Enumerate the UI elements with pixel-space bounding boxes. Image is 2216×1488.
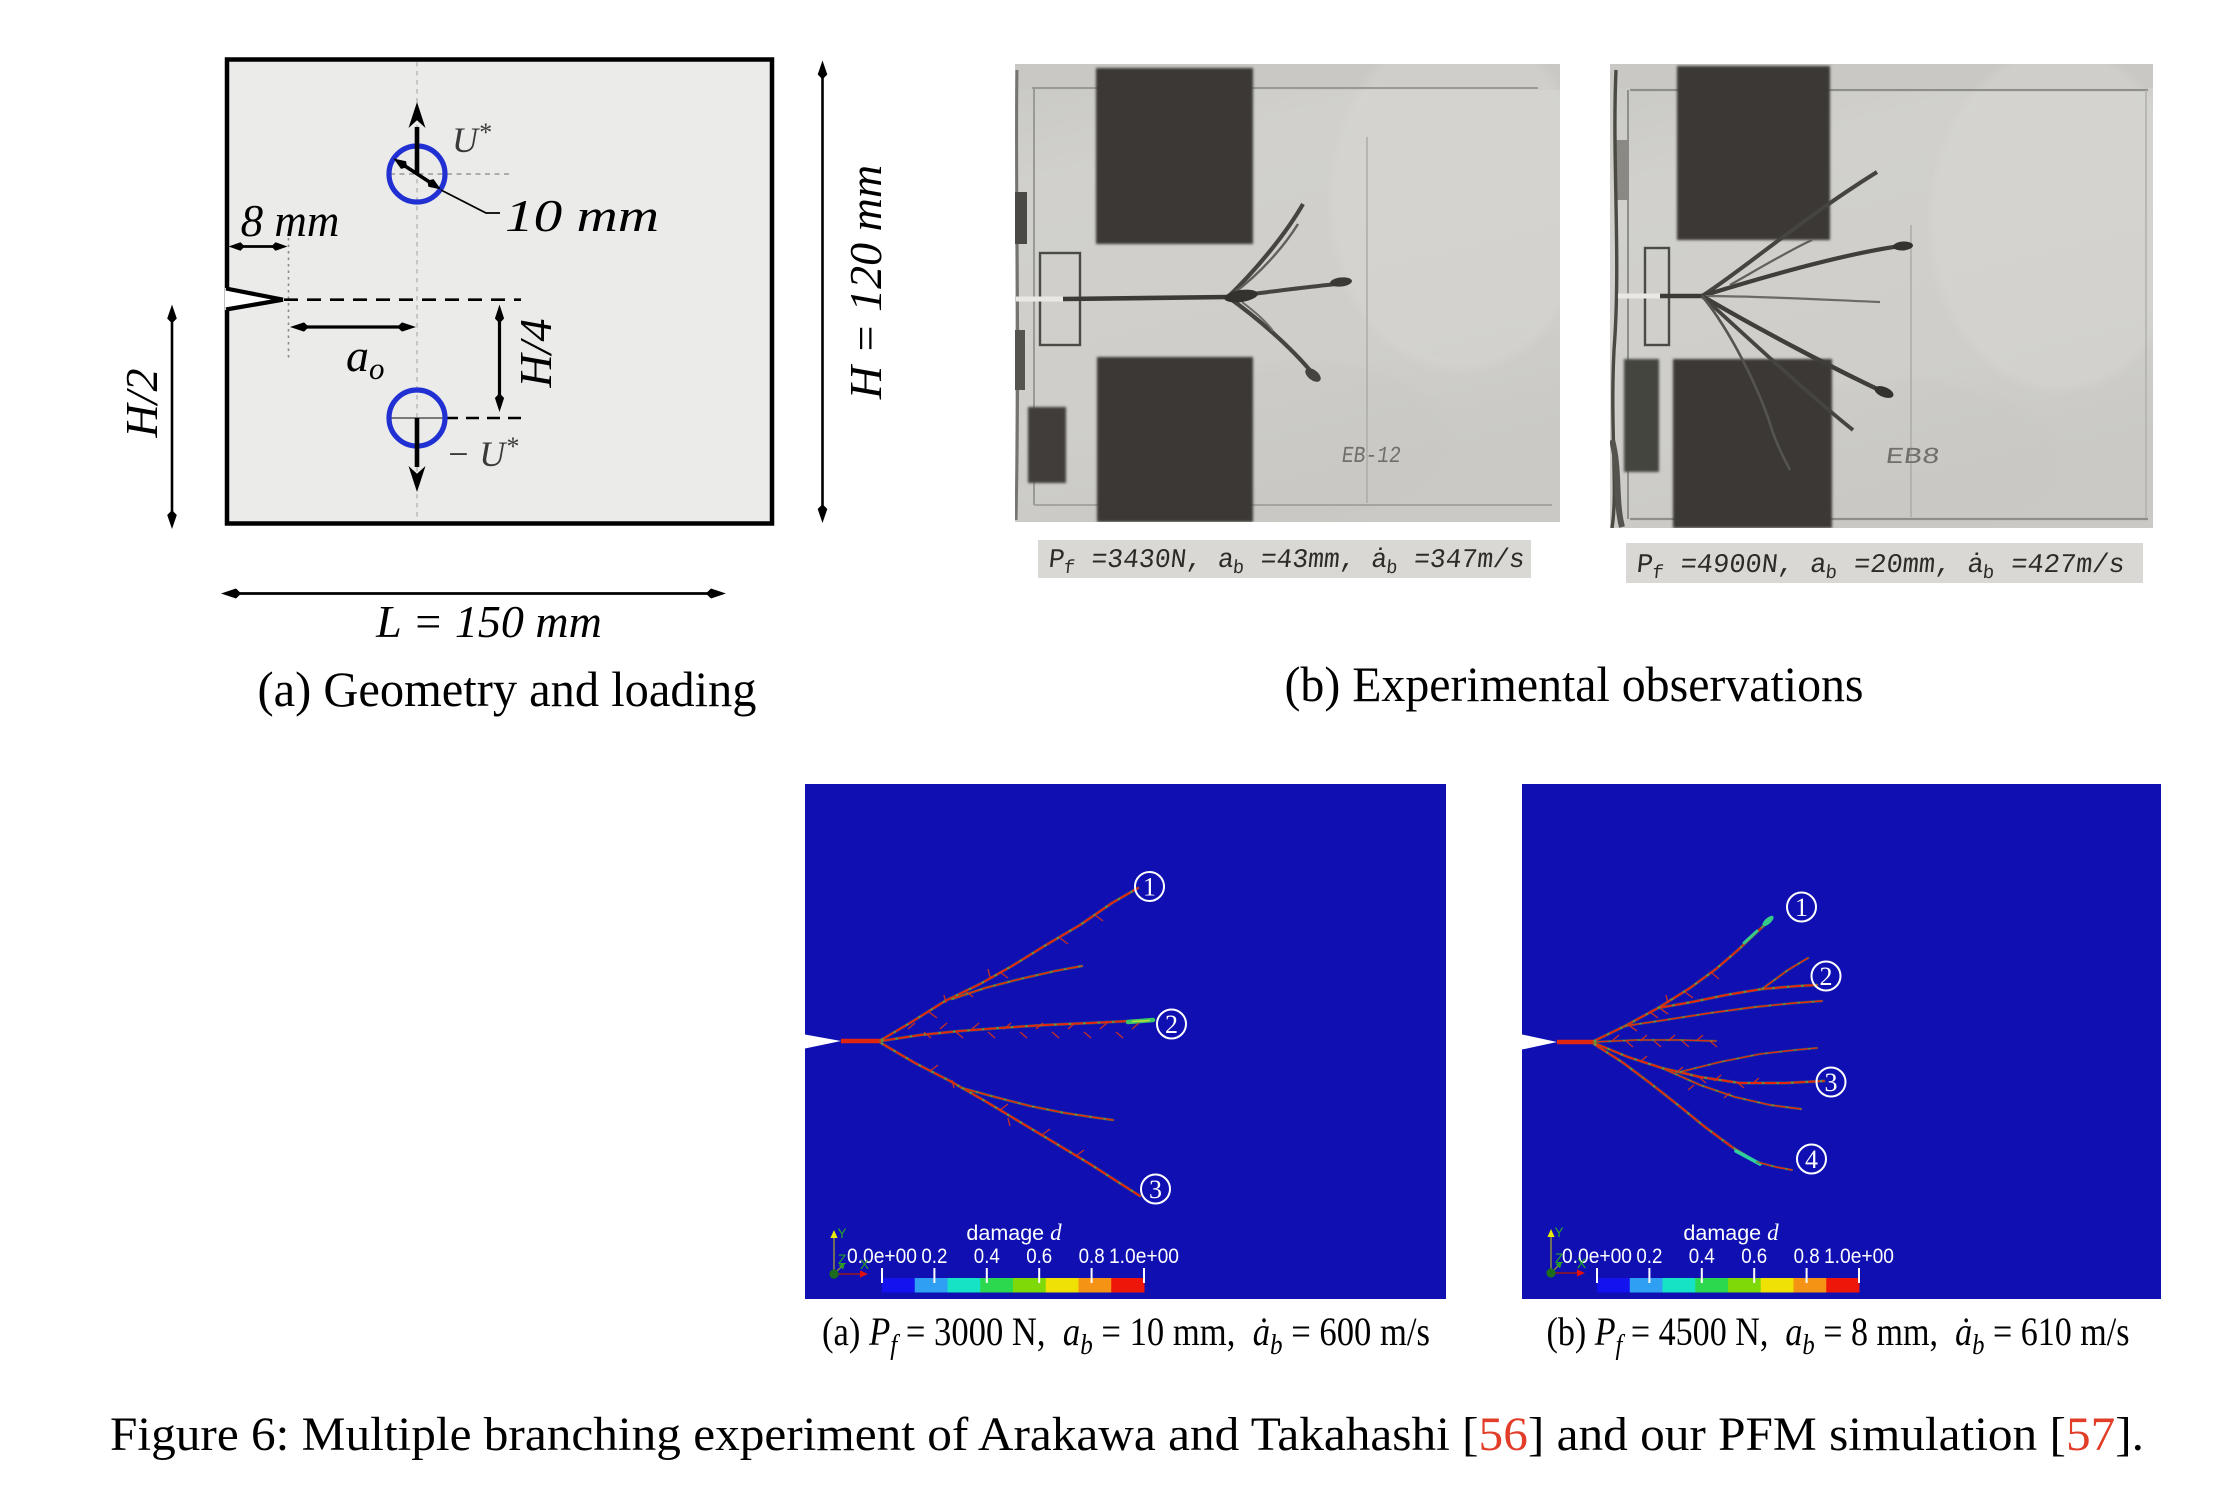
svg-text:1.0e+00: 1.0e+00 xyxy=(1824,1244,1894,1268)
svg-text:Pf =4900N, ab =20mm, ȧb =42: Pf =4900N, ab =20mm, ȧb =427m/s xyxy=(1635,550,2127,584)
svg-text:4: 4 xyxy=(1805,1145,1818,1174)
svg-text:0.2: 0.2 xyxy=(921,1244,947,1268)
svg-text:0.0e+00: 0.0e+00 xyxy=(847,1244,917,1268)
svg-text:EB8: EB8 xyxy=(1884,444,1942,470)
svg-text:Figure 6: Multiple branching e: Figure 6: Multiple branching experiment … xyxy=(110,1409,2144,1461)
svg-text:H/4: H/4 xyxy=(510,319,561,389)
svg-text:Y: Y xyxy=(1555,1225,1564,1240)
svg-text:0.8: 0.8 xyxy=(1079,1244,1105,1268)
svg-text:(a) Pf = 3000 N, ab = 10 mm,: (a) Pf = 3000 N, ab = 10 mm, ȧb = 600 m… xyxy=(822,1309,1430,1361)
svg-text:2: 2 xyxy=(1820,962,1833,991)
svg-text:0.0e+00: 0.0e+00 xyxy=(1562,1244,1632,1268)
svg-text:1.0e+00: 1.0e+00 xyxy=(1109,1244,1179,1268)
svg-text:Z: Z xyxy=(1555,1251,1563,1266)
svg-text:0.4: 0.4 xyxy=(974,1244,1000,1268)
svg-text:0.4: 0.4 xyxy=(1689,1244,1715,1268)
svg-text:X: X xyxy=(860,1257,869,1272)
svg-text:damage d: damage d xyxy=(1683,1220,1779,1245)
svg-text:(b) Experimental observations: (b) Experimental observations xyxy=(1285,656,1864,712)
svg-text:3: 3 xyxy=(1825,1068,1838,1097)
svg-text:0.8: 0.8 xyxy=(1794,1244,1820,1268)
svg-text:Pf =3430N, ab =43mm, ȧb =34: Pf =3430N, ab =43mm, ȧb =347m/s xyxy=(1047,545,1527,579)
svg-text:2: 2 xyxy=(1165,1010,1178,1039)
svg-text:0.2: 0.2 xyxy=(1636,1244,1662,1268)
svg-text:0.6: 0.6 xyxy=(1741,1244,1767,1268)
svg-text:Z: Z xyxy=(838,1252,846,1267)
svg-text:L = 150 mm: L = 150 mm xyxy=(375,596,602,647)
svg-text:10 mm: 10 mm xyxy=(505,191,659,241)
svg-text:(b) Pf = 4500 N, ab = 8 mm,: (b) Pf = 4500 N, ab = 8 mm, ȧb = 610 m/… xyxy=(1547,1309,2130,1361)
svg-text:H = 120 mm: H = 120 mm xyxy=(840,165,891,400)
svg-text:0.6: 0.6 xyxy=(1026,1244,1052,1268)
svg-text:1: 1 xyxy=(1143,873,1156,902)
svg-text:Y: Y xyxy=(838,1226,847,1241)
svg-text:H/2: H/2 xyxy=(116,369,167,439)
svg-text:EB-12: EB-12 xyxy=(1340,443,1403,469)
svg-text:8 mm: 8 mm xyxy=(241,196,340,246)
svg-text:1: 1 xyxy=(1795,893,1808,922)
svg-text:X: X xyxy=(1577,1256,1586,1271)
svg-text:damage d: damage d xyxy=(966,1220,1062,1245)
svg-text:3: 3 xyxy=(1149,1175,1162,1204)
svg-text:(a) Geometry and loading: (a) Geometry and loading xyxy=(258,661,757,717)
